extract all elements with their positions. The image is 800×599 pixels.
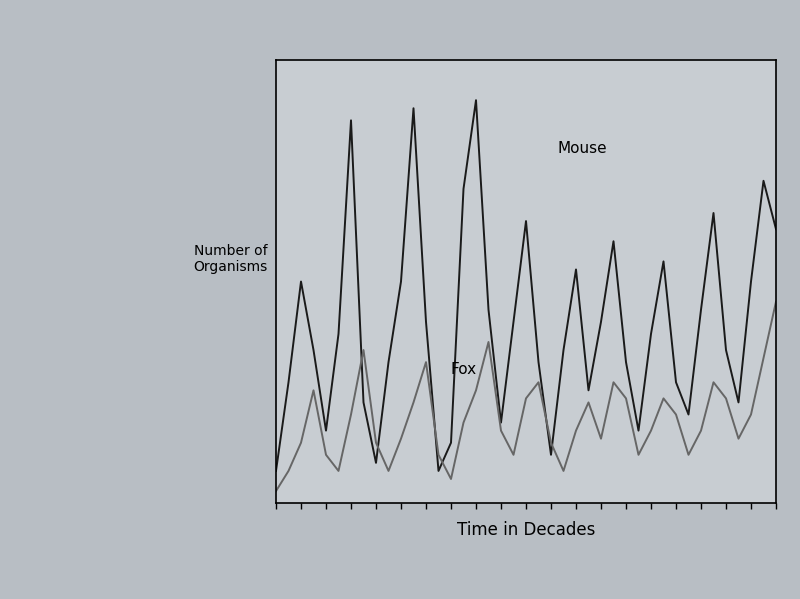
- Text: Mouse: Mouse: [558, 141, 607, 156]
- Text: Number of
Organisms: Number of Organisms: [194, 244, 268, 274]
- X-axis label: Time in Decades: Time in Decades: [457, 521, 595, 539]
- Text: Fox: Fox: [451, 362, 477, 377]
